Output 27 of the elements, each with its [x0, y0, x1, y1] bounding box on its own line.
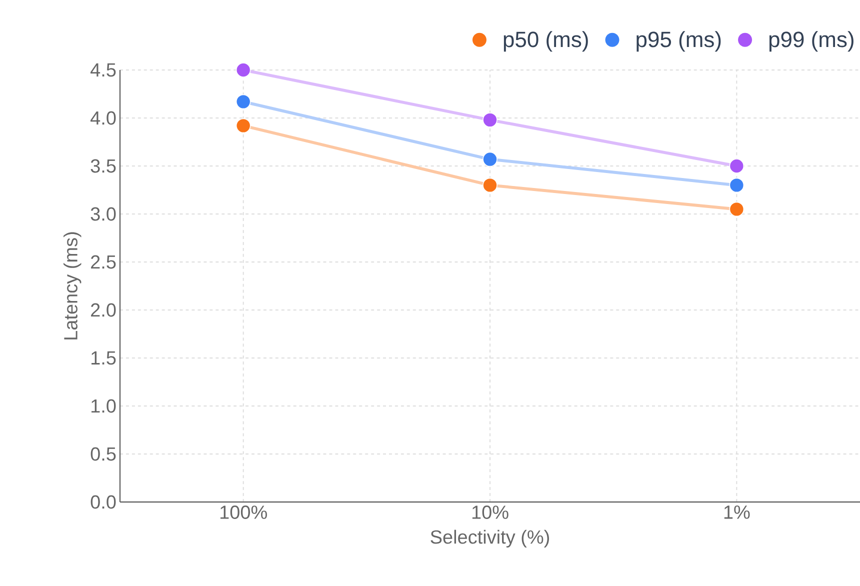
point: [729, 202, 744, 217]
y-tick-label: 0.5: [90, 447, 116, 461]
x-axis-title: Selectivity (%): [430, 530, 549, 548]
y-tick-label: 2.5: [91, 255, 116, 269]
point: [729, 158, 744, 174]
y-tick-label: 4.0: [90, 111, 116, 125]
point: [729, 178, 744, 193]
y-tick-label: 2.0: [91, 303, 116, 317]
x-tick-label: 10%: [472, 506, 508, 519]
y-tick-label: 3.0: [90, 207, 116, 221]
y-tick-label: 0.0: [90, 495, 116, 509]
point: [236, 62, 251, 78]
point: [482, 152, 498, 167]
x-tick-label: 100%: [220, 506, 267, 519]
point: [236, 118, 251, 134]
y-tick-label: 4.5: [90, 63, 116, 77]
point: [482, 112, 498, 128]
point: [236, 94, 251, 110]
legend-label: p99 (ms): [769, 31, 854, 52]
y-tick-label: 1.5: [92, 351, 116, 365]
legend-label: p95 (ms): [636, 31, 721, 52]
y-axis-title: Latency (ms): [64, 232, 82, 340]
y-tick-label: 1.0: [92, 399, 116, 413]
x-tick-label: 1%: [724, 506, 750, 519]
legend-label: p50 (ms): [504, 31, 588, 52]
y-tick-label: 3.5: [90, 159, 116, 173]
point: [482, 178, 498, 193]
